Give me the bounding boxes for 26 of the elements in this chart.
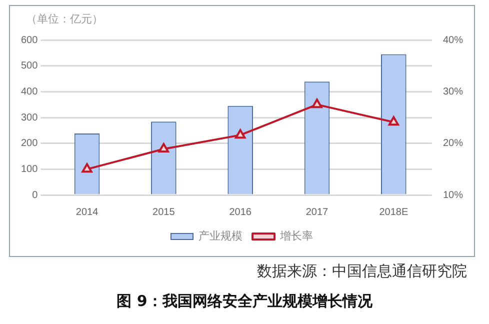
x-tick-label: 2017 bbox=[306, 206, 329, 218]
point bbox=[158, 143, 170, 153]
text: 图 9：我国网络安全产业规模增长情况 bbox=[116, 292, 374, 311]
legend-label: 增长率 bbox=[279, 230, 313, 243]
source-note: 数据来源：中国信息通信研究院 bbox=[257, 262, 467, 281]
y2-tick-label: 30% bbox=[442, 86, 464, 98]
y-tick-label: 600 bbox=[20, 34, 38, 46]
y-tick-label: 400 bbox=[20, 86, 38, 98]
y2-tick-label: 40% bbox=[442, 34, 464, 46]
y-axis-title: （单位：亿元） bbox=[26, 12, 103, 26]
point bbox=[388, 116, 399, 126]
y2-tick-label: 10% bbox=[442, 190, 464, 201]
y-tick-label: 300 bbox=[20, 112, 38, 124]
x-tick-label: 2018E bbox=[379, 206, 408, 218]
y2-tick-label: 20% bbox=[442, 138, 464, 150]
y-tick-label: 0 bbox=[32, 190, 38, 201]
x-tick-label: 2014 bbox=[76, 206, 99, 218]
legend-label: 产业规模 bbox=[198, 230, 242, 243]
point bbox=[82, 163, 92, 173]
x-tick-label: 2016 bbox=[229, 206, 252, 218]
y-tick-label: 100 bbox=[20, 164, 38, 175]
x-tick-label: 2015 bbox=[152, 206, 176, 218]
y-tick-label: 200 bbox=[20, 138, 38, 150]
y-tick-label: 500 bbox=[20, 60, 38, 72]
point bbox=[235, 129, 246, 139]
point bbox=[312, 98, 322, 108]
